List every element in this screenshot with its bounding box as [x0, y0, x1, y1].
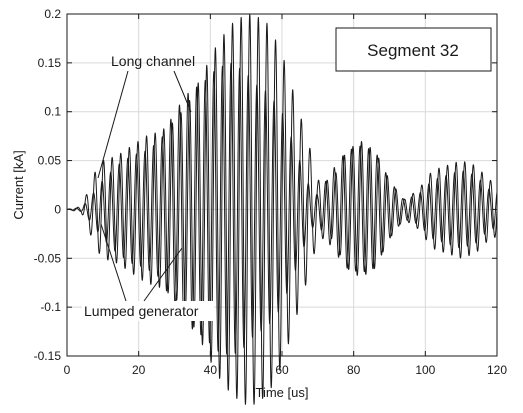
y-tick-label: 0.15: [38, 56, 62, 70]
annotation-leader-line: [100, 223, 127, 302]
series-layer: [66, 13, 498, 405]
tick-labels: 0 20 40 60 80 100 120 -0.15 -0.1 -0.05 0 0.05 0.1 0.1…: [34, 7, 508, 377]
x-tick-label: 120: [487, 363, 507, 377]
x-tick-label: 100: [415, 363, 435, 377]
y-tick-label: -0.1: [40, 300, 61, 314]
series-line-2: [66, 62, 498, 355]
x-tick-label: 20: [132, 363, 146, 377]
y-tick-label: 0.1: [44, 105, 61, 119]
annotation-long-channel: Long channel: [97, 53, 195, 179]
annotation-long-channel-leaders: [97, 70, 192, 179]
annotation-leader-line: [143, 247, 183, 302]
annotation-lumped-generator-background: [82, 301, 214, 321]
annotation-lumped-generator-leaders: [100, 223, 183, 302]
x-tick-label: 60: [275, 363, 289, 377]
annotation-lumped-generator: Lumped generator: [82, 223, 214, 321]
y-tick-label: -0.05: [34, 251, 62, 265]
annotation-leader-line: [97, 70, 129, 179]
annotation-leader-line: [173, 70, 192, 113]
axis-ticks: [66, 13, 498, 357]
y-tick-label: 0.05: [38, 154, 62, 168]
series-line-1: [66, 13, 498, 405]
annotation-long-channel-text: Long channel: [111, 53, 195, 69]
annotation-lumped-generator-text: Lumped generator: [84, 303, 199, 319]
segment-label: Segment 32: [367, 41, 459, 60]
segment-label-box: Segment 32: [335, 27, 492, 72]
x-axis-label: Time [us]: [256, 385, 309, 400]
x-tick-label: 80: [347, 363, 361, 377]
x-tick-label: 40: [204, 363, 218, 377]
x-tick-label: 0: [64, 363, 71, 377]
y-tick-label: 0: [54, 202, 61, 216]
y-axis-label: Current [kA]: [11, 150, 26, 219]
y-tick-label: -0.15: [34, 349, 62, 363]
y-tick-label: 0.2: [44, 7, 61, 21]
segment-label-frame: [335, 27, 492, 72]
